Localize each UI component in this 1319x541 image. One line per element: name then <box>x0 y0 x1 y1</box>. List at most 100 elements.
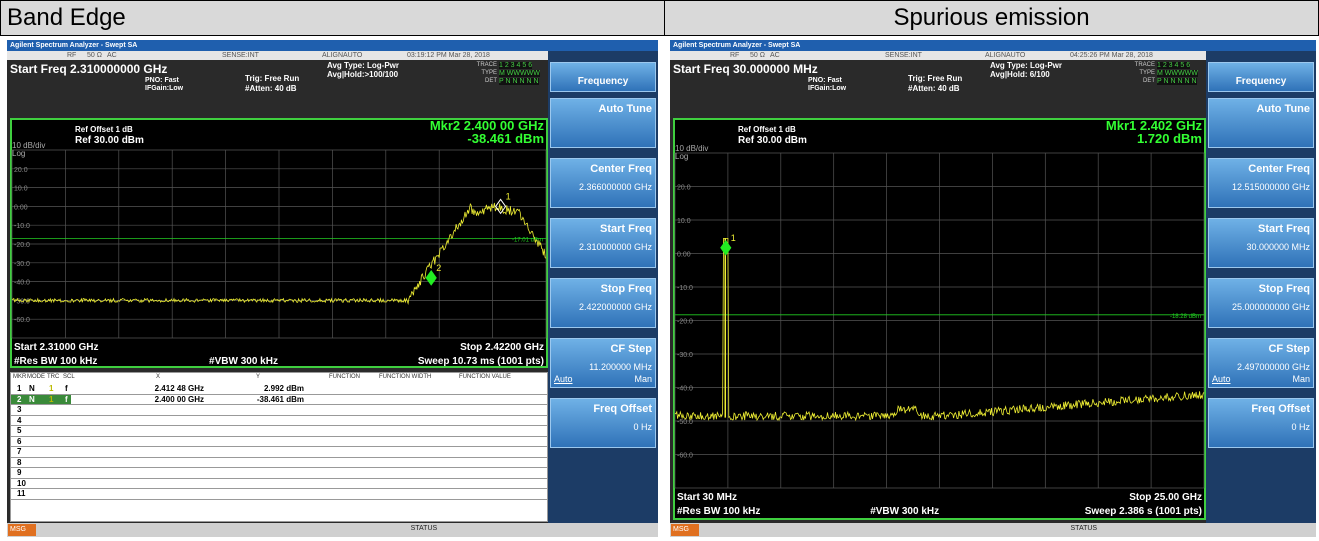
table-row-line <box>11 488 547 489</box>
table-cell: f <box>65 394 68 404</box>
table-row-line <box>11 414 547 416</box>
analyzer-screen: Agilent Spectrum Analyzer - Swept SA RF 50… <box>7 40 658 537</box>
softkey[interactable]: Stop Freq 2.422000000 GHz <box>550 278 656 328</box>
softkey-label: CF Step <box>1268 343 1310 355</box>
ref-offset: Ref Offset 1 dB <box>75 125 133 134</box>
softkey[interactable]: Center Freq 2.366000000 GHz <box>550 158 656 208</box>
marker-readout: Mkr2 2.400 00 GHz <box>430 118 545 133</box>
table-cell: f <box>65 384 68 393</box>
table-row-line <box>11 404 547 405</box>
spectrum-plot: 20.0 10.0 0.00 -10.0 -20.0 -30.0 -40.0 -50.0 -60… <box>10 118 548 368</box>
table-cell: 6 <box>17 436 22 446</box>
table-cell: N <box>29 394 35 404</box>
sweep: Sweep 10.73 ms (1001 pts) <box>418 356 544 367</box>
y-label: 20.0 <box>14 167 28 174</box>
stop: Stop 25.00 GHz <box>1129 492 1202 503</box>
status-bar: STATUS <box>1070 525 1098 532</box>
softkey-value: 2.422000000 GHz <box>578 302 652 312</box>
softkey[interactable]: Freq Offset 0 Hz <box>1208 398 1314 448</box>
trace-key: TRACE <box>1134 62 1155 68</box>
trace-key: TYPE <box>1139 70 1155 76</box>
trig: Trig: Free Run <box>908 74 963 83</box>
softkey[interactable]: Auto Tune <box>550 98 656 148</box>
softkey-label: Freq Offset <box>1251 403 1310 415</box>
table-cell: 2 <box>17 394 22 404</box>
table-row-line <box>11 498 547 500</box>
softkey-value: 0 Hz <box>1291 422 1310 432</box>
y-label: -40.0 <box>677 386 693 393</box>
table-cell: -38.461 dBm <box>256 394 304 404</box>
table-header: MKR <box>13 374 27 380</box>
softkey-value: 2.366000000 GHz <box>578 182 652 192</box>
softkey[interactable]: Start Freq 30.000000 MHz <box>1208 218 1314 268</box>
table-cell: 1 <box>17 384 22 393</box>
table-cell: 9 <box>17 468 22 477</box>
msg: MSG <box>8 524 36 536</box>
status-strip: RF 50 Ω AC SENSE:INT ALIGNAUTO 03:19:12 PM Ma… <box>7 51 548 60</box>
marker-table: MKR MODE TRC SCL X Y FUNCTION FUNCTION WIDTH FUN… <box>10 372 548 522</box>
ref-level: Ref 30.00 dBm <box>738 135 807 146</box>
status-text: AC <box>107 52 117 59</box>
table-cell: 8 <box>17 457 22 467</box>
table-cell: 1 <box>49 394 54 404</box>
app-bar: Agilent Spectrum Analyzer - Swept SA <box>7 40 658 51</box>
marker <box>720 239 732 256</box>
marker-label: 1 <box>731 233 736 243</box>
start: Start 30 MHz <box>677 492 737 503</box>
table-cell: 2.412 48 GHz <box>154 384 204 393</box>
table-header: Y <box>256 374 261 380</box>
log: Log <box>675 152 688 161</box>
softkey-value: 12.515000000 GHz <box>1231 182 1310 192</box>
msg: MSG <box>671 524 699 536</box>
table-cell: 4 <box>17 415 22 425</box>
softkey-value: 2.497000000 GHz <box>1236 362 1310 372</box>
softkey[interactable]: Center Freq 12.515000000 GHz <box>1208 158 1314 208</box>
softkey[interactable]: CF Step 2.497000000 GHz Auto Man <box>1208 338 1314 388</box>
start: Start 2.31000 GHz <box>14 342 99 353</box>
ifgain: IFGain:Low <box>145 85 184 92</box>
softkey[interactable]: Freq Offset 0 Hz <box>550 398 656 448</box>
avg-type: Avg Type: Log-Pwr <box>990 61 1062 70</box>
analyzer-screen: Agilent Spectrum Analyzer - Swept SA RF 50… <box>670 40 1316 537</box>
ifgain: IFGain:Low <box>808 85 847 92</box>
softkey[interactable]: Auto Tune <box>1208 98 1314 148</box>
softkey[interactable]: Start Freq 2.310000000 GHz <box>550 218 656 268</box>
table-row-line <box>11 456 547 458</box>
softkey-label: Start Freq <box>1258 223 1310 235</box>
softkey[interactable]: CF Step 11.200000 MHz Auto Man <box>550 338 656 388</box>
status-text: 50 Ω <box>750 52 765 59</box>
softkey-label: Stop Freq <box>1258 283 1310 295</box>
y-label: -10.0 <box>14 223 30 230</box>
table-cell: 11 <box>17 489 26 498</box>
table-header: FUNCTION WIDTH <box>379 374 432 380</box>
trace-key: DET <box>485 78 497 84</box>
trace <box>11 202 547 305</box>
marker-label: 2 <box>436 263 441 273</box>
marker-readout: Mkr1 2.402 GHz <box>1106 118 1203 133</box>
softkey-label: Center Freq <box>590 163 652 175</box>
softkey-value: 2.310000000 GHz <box>578 242 652 252</box>
y-label: -20.0 <box>14 242 30 249</box>
start-freq: Start Freq 2.310000000 GHz <box>10 62 168 76</box>
y-label: -30.0 <box>14 261 30 268</box>
marker <box>494 198 507 215</box>
trace-val: M WWWWW <box>499 70 540 77</box>
softkey-title: Frequency <box>1208 62 1314 92</box>
vbw: #VBW 300 kHz <box>209 356 278 367</box>
display-line-label: -18.28 dBm <box>1170 314 1201 320</box>
trace-val: M WWWWW <box>1157 70 1198 77</box>
spectrum-plot: 20.0 10.0 0.00 -10.0 -20.0 -30.0 -40.0 -50.0 -60… <box>673 118 1206 520</box>
table-row-line <box>11 425 547 426</box>
app-bar: Agilent Spectrum Analyzer - Swept SA <box>670 40 1316 51</box>
table-header: FUNCTION <box>329 374 360 380</box>
trace-val: 1 2 3 4 5 6 <box>499 62 533 69</box>
y-label: 0.00 <box>14 204 28 211</box>
softkey-label: Auto Tune <box>598 103 652 115</box>
trig: Trig: Free Run <box>245 74 300 83</box>
table-cell: 10 <box>17 478 26 488</box>
table-cell: 3 <box>17 405 22 414</box>
softkey[interactable]: Stop Freq 25.000000000 GHz <box>1208 278 1314 328</box>
y-label: 20.0 <box>677 185 691 192</box>
panel-title: Spurious emission <box>664 0 1319 36</box>
scale: 10 dB/div <box>12 141 45 150</box>
